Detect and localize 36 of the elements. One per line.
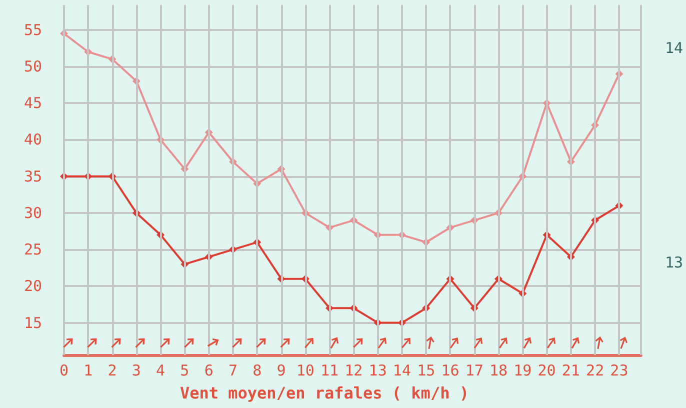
y2-tick-label: 14 xyxy=(664,38,683,57)
x-tick-label: 3 xyxy=(132,362,141,380)
y-tick-label: 40 xyxy=(24,130,42,149)
x-tick-label: 2 xyxy=(108,362,117,380)
y-tick-label: 50 xyxy=(24,58,42,76)
x-axis-title: Vent moyen/en rafales ( km/h ) xyxy=(180,384,469,402)
y-tick-label: 20 xyxy=(24,277,42,296)
x-tick-label: 4 xyxy=(156,362,166,380)
x-tick-label: 12 xyxy=(344,362,363,380)
x-tick-label: 21 xyxy=(562,362,580,380)
y-tick-label: 30 xyxy=(24,204,42,222)
x-tick-label: 15 xyxy=(417,362,436,380)
y-tick-label: 25 xyxy=(24,240,42,259)
x-tick-label: 23 xyxy=(610,362,628,380)
x-tick-label: 22 xyxy=(586,362,604,380)
x-tick-label: 0 xyxy=(59,362,69,380)
y-tick-label: 45 xyxy=(24,94,42,112)
x-tick-label: 1 xyxy=(84,362,93,380)
x-tick-label: 19 xyxy=(514,362,532,380)
x-tick-label: 7 xyxy=(228,362,238,380)
x-tick-label: 9 xyxy=(276,362,286,380)
x-tick-label: 8 xyxy=(252,362,262,380)
x-tick-label: 11 xyxy=(320,362,339,380)
x-tick-label: 6 xyxy=(204,362,214,380)
y-tick-label: 55 xyxy=(24,20,42,39)
x-tick-label: 16 xyxy=(441,362,460,380)
x-tick-label: 20 xyxy=(538,362,556,380)
y2-tick-label: 13 xyxy=(664,254,683,272)
y-tick-label: 15 xyxy=(24,314,42,332)
y-tick-label: 35 xyxy=(24,167,42,186)
x-tick-label: 18 xyxy=(489,362,508,380)
x-tick-label: 14 xyxy=(392,362,411,380)
x-tick-label: 13 xyxy=(368,362,387,380)
x-tick-label: 17 xyxy=(465,362,484,380)
x-tick-label: 10 xyxy=(296,362,314,380)
x-tick-label: 5 xyxy=(180,362,190,380)
